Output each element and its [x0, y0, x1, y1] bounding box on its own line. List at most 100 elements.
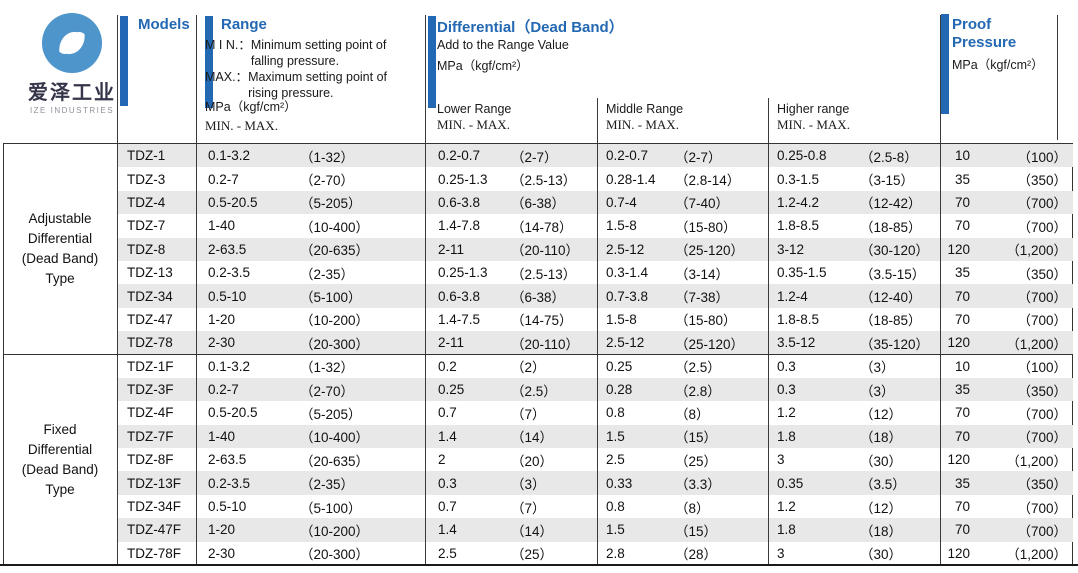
- lower-range-cell: 2.5 （25）: [438, 545, 554, 563]
- range-min-label: M I N.：: [205, 38, 251, 52]
- range-cell: 1-20 （10-200）: [208, 311, 370, 329]
- proof-pressure-cell: 70 （700）: [954, 288, 1067, 306]
- model-cell: TDZ-8: [127, 241, 166, 257]
- range-max-label: MAX.：: [205, 70, 249, 84]
- range-minmax: MIN. - MAX.: [205, 118, 278, 133]
- table-row: TDZ-78F 2-30 （20-300） 2.5 （25） 2.8 （28） 3 （30） 12…: [117, 542, 1073, 565]
- middle-range-cell: 2.5-12 （25-120）: [606, 241, 745, 259]
- higher-range-cell: 0.25-0.8 （2.5-8）: [777, 148, 918, 165]
- proof-pressure-cell: 120 （1,200）: [947, 545, 1067, 563]
- table-row: TDZ-1F 0.1-3.2 （1-32） 0.2 （2） 0.25 （2.5） 0.3 （3）…: [117, 355, 1073, 378]
- higher-range-cell: 1.2-4.2 （12-42）: [777, 194, 922, 212]
- accent-bar-proof: [941, 14, 949, 114]
- proof-pressure-unit: MPa（kgf/cm²）: [952, 58, 1044, 72]
- higher-range-cell: 1.8 （18）: [777, 428, 903, 446]
- lower-range-cell: 2 （20）: [438, 452, 554, 469]
- section-label-adjustable: Adjustable Differential (Dead Band) Type: [21, 211, 99, 286]
- proof-pressure-cell: 70 （700）: [954, 218, 1067, 235]
- range-min-text: Minimum setting point of: [250, 38, 387, 52]
- middle-range-cell: 0.8 （8）: [606, 405, 710, 422]
- middle-range-subheader: Middle Range MIN. - MAX.: [606, 101, 683, 133]
- accent-bar-differential: [428, 16, 436, 108]
- section-label-fixed: Fixed Differential (Dead Band) Type: [21, 422, 99, 497]
- table-row: TDZ-8F 2-63.5 （20-635） 2 （20） 2.5 （25） 3 （30） 120…: [117, 448, 1073, 471]
- range-max-text: Maximum setting point of: [248, 70, 388, 84]
- model-cell: TDZ-4F: [127, 405, 174, 421]
- model-cell: TDZ-4: [127, 194, 166, 210]
- table-bottom-border: [0, 564, 1078, 566]
- range-cell: 0.5-10 （5-100）: [208, 499, 362, 516]
- model-cell: TDZ-1: [127, 148, 166, 164]
- differential-column-title: Differential（Dead Band）: [437, 19, 624, 36]
- header-rule: [597, 98, 598, 143]
- range-min-text2: falling pressure.: [250, 54, 340, 68]
- proof-pressure-cell: 70 （700）: [954, 522, 1067, 539]
- range-cell: 0.2-7 （2-70）: [208, 171, 355, 189]
- lower-range-subheader: Lower Range MIN. - MAX.: [437, 101, 511, 133]
- middle-range-cell: 2.5 （25）: [606, 452, 718, 469]
- higher-range-cell: 1.8 （18）: [777, 522, 903, 539]
- middle-range-cell: 0.8 （8）: [606, 499, 710, 516]
- middle-range-cell: 1.5 （15）: [606, 522, 718, 539]
- range-cell: 1-40 （10-400）: [208, 218, 370, 235]
- middle-range-cell: 0.2-0.7 （2-7）: [606, 148, 722, 165]
- model-cell: TDZ-78F: [127, 545, 181, 561]
- lower-range-cell: 1.4-7.8 （14-78）: [438, 218, 573, 235]
- range-definition: M I N.： Minimum setting point of falling…: [205, 37, 387, 101]
- middle-range-cell: 0.7-3.8 （7-38）: [606, 288, 730, 306]
- table-rows: TDZ-1 0.1-3.2 （1-32） 0.2-0.7 （2-7） 0.2-0.7 （2-…: [117, 144, 1073, 565]
- higher-range-cell: 0.3 （3）: [777, 382, 895, 399]
- middle-range-cell: 2.8 （28）: [606, 545, 718, 563]
- higher-range-cell: 1.2-4 （12-40）: [777, 288, 922, 306]
- higher-range-cell: 1.2 （12）: [777, 405, 903, 422]
- table-row: TDZ-7 1-40 （10-400） 1.4-7.8 （14-78） 1.5-8 （15-…: [117, 214, 1073, 237]
- lower-range-cell: 1.4-7.5 （14-75）: [438, 311, 573, 329]
- table-row: TDZ-13 0.2-3.5 （2-35） 0.25-1.3 （2.5-13） 0.3-1…: [117, 261, 1073, 284]
- middle-range-cell: 1.5-8 （15-80）: [606, 311, 737, 329]
- range-cell: 0.5-20.5 （5-205）: [208, 194, 362, 212]
- lower-range-cell: 2-11 （20-110）: [438, 335, 580, 352]
- logo-en-text: IZE INDUSTRIES: [29, 106, 115, 115]
- accent-bar-models: [120, 16, 128, 106]
- differential-unit: MPa（kgf/cm²）: [437, 59, 529, 73]
- lower-range-cell: 1.4 （14）: [438, 428, 554, 446]
- model-cell: TDZ-8F: [127, 452, 174, 468]
- range-cell: 0.1-3.2 （1-32）: [208, 358, 355, 376]
- header-rule: [425, 15, 426, 143]
- lower-range-cell: 0.25-1.3 （2.5-13）: [438, 171, 577, 189]
- model-cell: TDZ-47: [127, 311, 173, 327]
- higher-range-cell: 0.35-1.5 （3.5-15）: [777, 265, 926, 282]
- higher-range-cell: 0.35 （3.5）: [777, 475, 906, 493]
- range-cell: 0.1-3.2 （1-32）: [208, 148, 355, 165]
- table-row: TDZ-3F 0.2-7 （2-70） 0.25 （2.5） 0.28 （2.8） 0.3 （3…: [117, 377, 1073, 402]
- lower-range-label: Lower Range: [437, 102, 512, 116]
- lower-range-cell: 0.7 （7）: [438, 499, 546, 516]
- table-row: TDZ-3 0.2-7 （2-70） 0.25-1.3 （2.5-13） 0.28-1.4…: [117, 167, 1073, 190]
- proof-pressure-cell: 70 （700）: [954, 499, 1067, 516]
- header-rule: [196, 15, 197, 143]
- middle-range-cell: 0.3-1.4 （3-14）: [606, 265, 730, 282]
- proof-pressure-cell: 70 （700）: [954, 194, 1067, 212]
- model-cell: TDZ-7: [127, 218, 166, 234]
- middle-range-label: Middle Range: [606, 102, 684, 116]
- table-row: TDZ-13F 0.2-3.5 （2-35） 0.3 （3） 0.33 （3.3） 0.35 （…: [117, 471, 1073, 495]
- range-cell: 0.5-20.5 （5-205）: [208, 405, 362, 422]
- range-column-title: Range: [221, 16, 267, 33]
- table-row: TDZ-34F 0.5-10 （5-100） 0.7 （7） 0.8 （8） 1.2 （12） 7…: [117, 495, 1073, 518]
- header-rule: [940, 15, 941, 143]
- lower-range-cell: 0.6-3.8 （6-38）: [438, 288, 566, 306]
- header-rule: [117, 15, 118, 143]
- lower-range-cell: 0.6-3.8 （6-38）: [438, 194, 566, 212]
- middle-range-cell: 0.25 （2.5）: [606, 358, 721, 376]
- header-rule: [1057, 15, 1058, 140]
- table-row: TDZ-47 1-20 （10-200） 1.4-7.5 （14-75） 1.5-8 （15…: [117, 308, 1073, 331]
- spec-table: Adjustable Differential (Dead Band) Type…: [3, 143, 1073, 565]
- lower-range-cell: 2-11 （20-110）: [438, 241, 580, 259]
- middle-range-minmax: MIN. - MAX.: [606, 117, 679, 132]
- table-row: TDZ-4 0.5-20.5 （5-205） 0.6-3.8 （6-38） 0.7-4 （7…: [117, 190, 1073, 215]
- table-row: TDZ-47F 1-20 （10-200） 1.4 （14） 1.5 （15） 1.8 （18）…: [117, 518, 1073, 542]
- middle-range-cell: 2.5-12 （25-120）: [606, 335, 745, 352]
- model-cell: TDZ-3F: [127, 382, 174, 398]
- range-cell: 0.2-3.5 （2-35）: [208, 475, 355, 493]
- proof-pressure-cell: 70 （700）: [954, 428, 1067, 446]
